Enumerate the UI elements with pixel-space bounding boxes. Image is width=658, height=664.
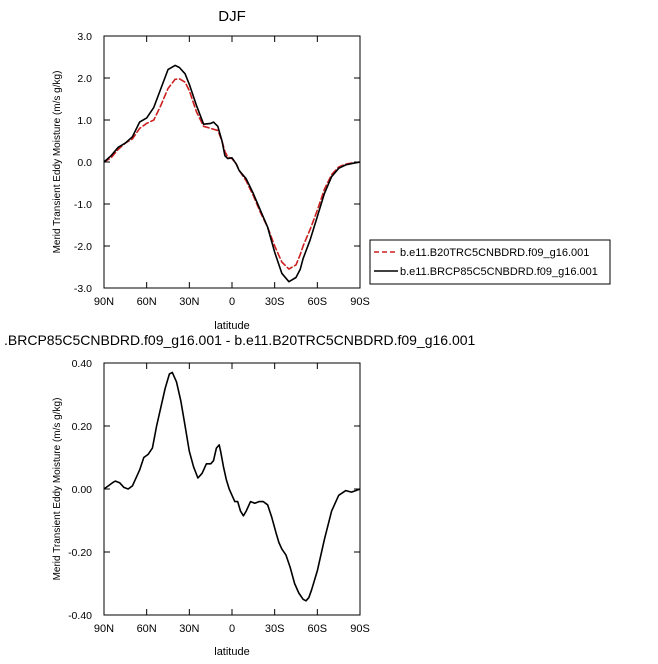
- top-y-tick-label: -1.0: [74, 199, 92, 211]
- legend-label-brcp85: b.e11.BRCP85C5CNBDRD.f09_g16.001: [400, 266, 598, 278]
- bottom-y-tick-label: -0.20: [68, 547, 92, 559]
- bottom-y-tick-label: 0.40: [72, 358, 93, 370]
- bottom-series-group: [104, 371, 360, 602]
- top-x-tick-label: 0: [229, 296, 235, 308]
- bottom-x-tick-label: 30N: [179, 623, 199, 635]
- top-x-tick-label: 90S: [350, 296, 370, 308]
- top-y-tick-label: 3.0: [77, 31, 92, 43]
- top-x-tick-label: 60N: [137, 296, 157, 308]
- bottom-x-tick-label: 90S: [350, 623, 370, 635]
- legend-box: [369, 239, 611, 285]
- bottom-x-tick-label: 60S: [308, 623, 328, 635]
- top-series-line-0: [104, 78, 360, 270]
- bottom-y-tick-label: 0.00: [72, 484, 93, 496]
- bottom-y-tick-label: 0.20: [72, 421, 93, 433]
- top-y-tick-label: 1.0: [77, 115, 92, 127]
- bottom-x-tick-label: 90N: [94, 623, 114, 635]
- bottom-x-axis-label: latitude: [214, 646, 249, 658]
- bottom-axes-ticks: 90N 60N 30N 0 30S 60S 90S 0.40 0.20 0.00 -0.20 -0.4…: [68, 358, 370, 635]
- top-x-tick-label: 30S: [265, 296, 285, 308]
- bottom-plot-frame: [103, 362, 361, 616]
- legend-label-b20trc: b.e11.B20TRC5CNBDRD.f09_g16.001: [400, 247, 589, 259]
- top-y-axis-label: Merid Transient Eddy Moisture (m/s g/kg): [52, 71, 63, 254]
- bottom-x-tick-label: 30S: [265, 623, 285, 635]
- bottom-x-tick-label: 0: [229, 623, 235, 635]
- bottom-panel: .BRCP85C5CNBDRD.f09_g16.001 - b.e11.B20T…: [4, 332, 476, 658]
- bottom-y-tick-label: -0.40: [68, 610, 92, 622]
- bottom-x-tick-label: 60N: [137, 623, 157, 635]
- top-y-tick-label: -3.0: [74, 283, 92, 295]
- bottom-chart-title: .BRCP85C5CNBDRD.f09_g16.001 - b.e11.B20T…: [4, 332, 476, 348]
- top-legend: b.e11.B20TRC5CNBDRD.f09_g16.001 b.e11.BR…: [369, 239, 611, 285]
- top-axes-ticks: 90N 60N 30N 0 30S 60S 90S 3.0 2.0 1.0 0.0 -1.0 -2.0 -…: [74, 31, 370, 308]
- top-y-tick-label: 2.0: [77, 73, 92, 85]
- top-chart-title: DJF: [218, 8, 246, 25]
- top-x-axis-label: latitude: [214, 320, 249, 332]
- top-y-tick-label: 0.0: [77, 157, 92, 169]
- top-series-line-1: [104, 64, 360, 283]
- top-x-tick-label: 90N: [94, 296, 114, 308]
- top-x-tick-label: 30N: [179, 296, 199, 308]
- top-x-tick-label: 60S: [308, 296, 328, 308]
- top-plot-frame: [103, 35, 361, 289]
- bottom-y-axis-label: Merid Transient Eddy Moisture (m/s g/kg): [52, 398, 63, 581]
- top-panel: DJF 90N 60N 30N 0 30S 60S 90S 3.0 2.0 1.0 0.0 -1.0 -…: [52, 8, 611, 332]
- bottom-series-line-0: [104, 371, 360, 602]
- top-series-group: [104, 64, 360, 283]
- top-y-tick-label: -2.0: [74, 241, 92, 253]
